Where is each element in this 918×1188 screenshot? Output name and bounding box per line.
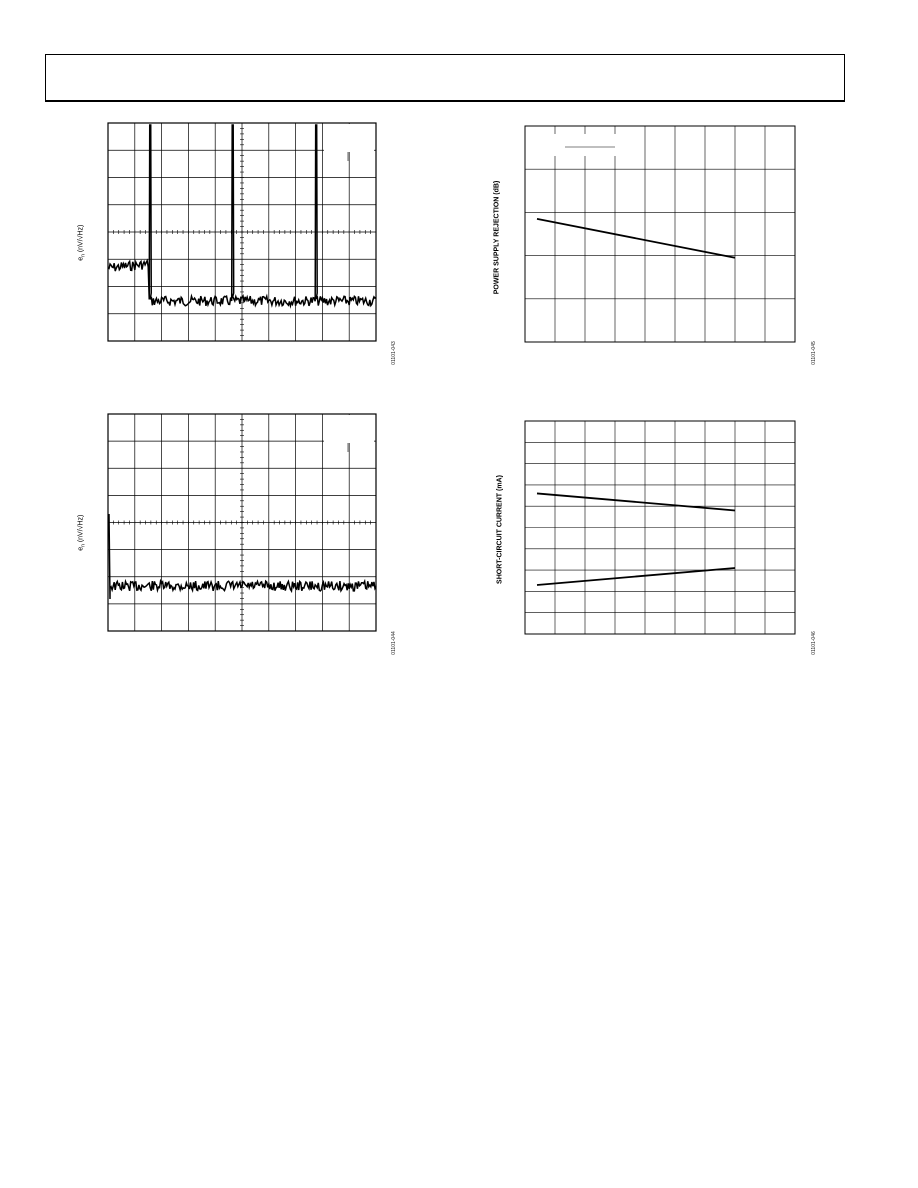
noise-trace xyxy=(107,124,377,309)
figure-code: 01101-046 xyxy=(810,631,817,655)
figure-isc: SHORT-CIRCUIT CURRENT (mA) 01101-046 xyxy=(480,402,840,672)
y-axis-label: SHORT-CIRCUIT CURRENT (mA) xyxy=(496,475,504,584)
plot-frame xyxy=(524,125,796,343)
isc-series-line-1 xyxy=(536,492,736,512)
y-axis-label: POWER SUPPLY REJECTION (dB) xyxy=(493,180,501,295)
figure-code: 01101-045 xyxy=(810,341,817,365)
page-header-box xyxy=(45,54,845,102)
noise-spectrum-chart-2 xyxy=(107,413,377,632)
figure-code: 01101-044 xyxy=(390,631,397,655)
figure-psrr: POWER SUPPLY REJECTION (dB) 01101-045 xyxy=(480,110,840,380)
psrr-chart xyxy=(524,125,796,343)
noise-spectrum-chart-1 xyxy=(107,122,377,342)
figure-code: 01101-043 xyxy=(390,341,397,365)
y-axis-label: en (nV/√Hz) xyxy=(77,514,87,551)
y-axis-label: en (nV/√Hz) xyxy=(77,224,87,261)
short-circuit-current-chart xyxy=(524,420,796,635)
legend-box xyxy=(552,134,618,156)
legend-box xyxy=(324,124,374,152)
isc-series-line-2 xyxy=(536,567,736,586)
figure-noise-bottom: en (nV/√Hz) 01101-044 xyxy=(60,402,400,672)
psrr-series-line xyxy=(536,217,736,259)
legend-box xyxy=(324,415,374,443)
legend-box xyxy=(526,422,552,440)
noise-trace xyxy=(108,513,377,600)
figure-noise-top: en (nV/√Hz) 01101-043 xyxy=(60,110,400,380)
